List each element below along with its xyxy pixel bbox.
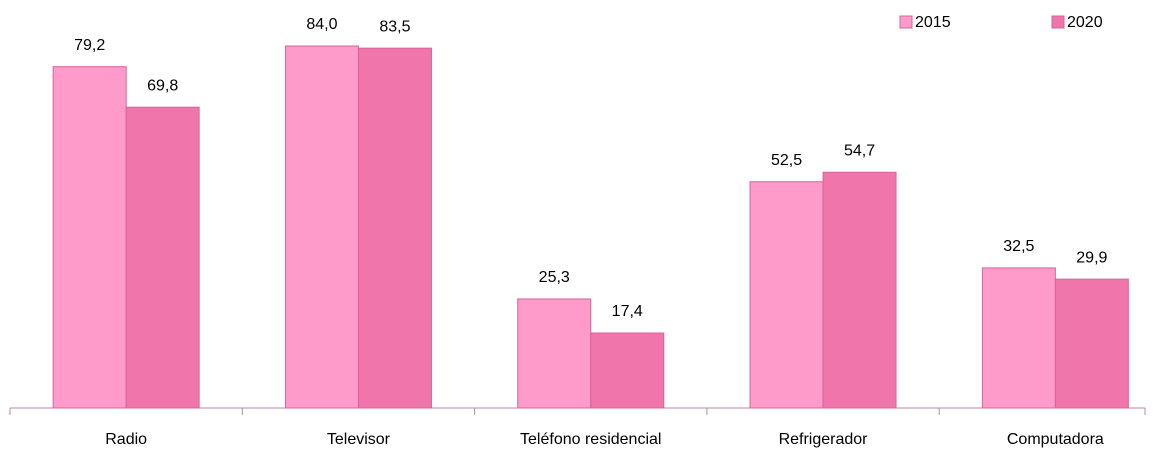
legend-label: 2015	[915, 14, 951, 31]
bar	[590, 332, 665, 409]
value-label: 69,8	[147, 77, 178, 94]
value-label: 54,7	[844, 142, 875, 159]
bar	[981, 267, 1056, 409]
x-tick-label: Teléfono residencial	[520, 431, 661, 448]
value-label: 79,2	[74, 37, 105, 54]
legend-label: 2020	[1067, 14, 1103, 31]
bar	[284, 45, 359, 409]
value-label: 17,4	[612, 303, 643, 320]
value-label: 32,5	[1003, 238, 1034, 255]
x-tick-label: Radio	[105, 431, 147, 448]
value-label: 29,9	[1076, 249, 1107, 266]
bar	[125, 106, 200, 409]
bar	[517, 298, 592, 409]
value-label: 25,3	[539, 269, 570, 286]
bar	[822, 171, 897, 409]
bar	[357, 47, 432, 409]
x-tick-label: Computadora	[1007, 431, 1104, 448]
bar	[749, 181, 824, 409]
value-label: 83,5	[379, 18, 410, 35]
x-tick-label: Refrigerador	[779, 431, 869, 448]
legend-swatch	[899, 15, 913, 29]
x-tick-label: Televisor	[327, 431, 391, 448]
legend-swatch	[1051, 15, 1065, 29]
bar	[1054, 278, 1129, 409]
value-label: 84,0	[306, 16, 337, 33]
bar	[52, 66, 127, 409]
value-label: 52,5	[771, 152, 802, 169]
